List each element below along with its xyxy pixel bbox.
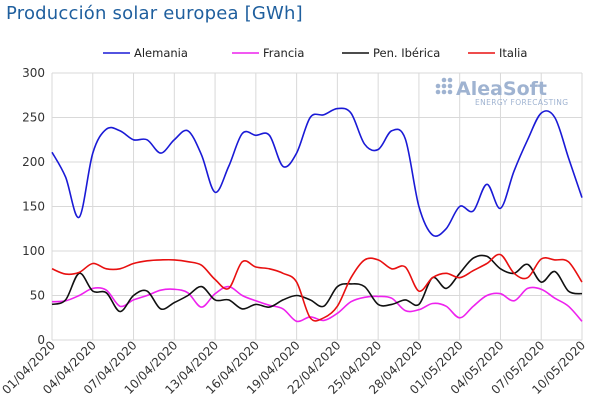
aleasoft-logo-dots-icon <box>435 77 453 95</box>
watermark-brand: AleaSoft <box>456 78 547 100</box>
series-lines <box>51 107 583 323</box>
series-line-pen-ib-rica <box>51 254 583 313</box>
legend-label: Pen. Ibérica <box>373 46 440 60</box>
series-line-alemania <box>51 107 583 238</box>
grid-lines <box>51 72 583 341</box>
series-line-italia <box>51 253 583 322</box>
aleasoft-watermark: AleaSoft ENERGY FORECASTING <box>435 77 568 107</box>
series-line-francia <box>51 285 583 323</box>
x-axis-ticks: 01/04/202004/04/202007/04/202010/04/2020… <box>0 338 588 397</box>
y-tick-label: 200 <box>22 155 45 169</box>
y-axis-ticks: 0 50 100 150 200 250 300 <box>22 66 45 347</box>
y-tick-label: 300 <box>22 66 45 80</box>
legend-label: Alemania <box>134 46 188 60</box>
chart-title: Producción solar europea [GWh] <box>6 3 303 24</box>
legend: Alemania Francia Pen. Ibérica Italia <box>103 46 527 60</box>
y-tick-label: 0 <box>37 333 45 347</box>
legend-label: Francia <box>263 46 304 60</box>
y-tick-label: 50 <box>30 289 45 303</box>
y-tick-label: 150 <box>22 200 45 214</box>
legend-label: Italia <box>499 46 527 60</box>
y-tick-label: 250 <box>22 111 45 125</box>
y-tick-label: 100 <box>22 244 45 258</box>
watermark-tagline: ENERGY FORECASTING <box>475 98 568 107</box>
